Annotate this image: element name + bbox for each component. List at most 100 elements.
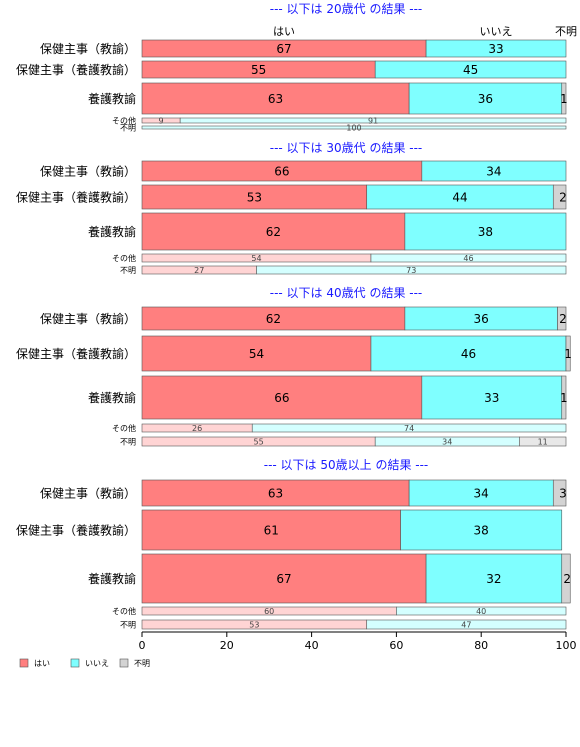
bar-segment (561, 82, 567, 115)
bar-value-label: 38 (474, 524, 489, 538)
bar-segment (141, 82, 410, 115)
legend-swatch (19, 658, 29, 668)
bar-value-label: 73 (406, 266, 416, 275)
bar-value-label: 33 (488, 42, 503, 56)
row-label: 養護教諭 (88, 390, 136, 405)
bar-segment (374, 60, 567, 79)
row-label: その他 (112, 116, 136, 126)
bar-segment (370, 253, 567, 263)
bar-value-label: 2 (559, 191, 567, 205)
bar-value-label: 66 (274, 165, 289, 179)
legend-swatch (70, 658, 80, 668)
row-label: 保健主事（教諭） (40, 164, 136, 179)
bar-segment (141, 553, 427, 604)
column-label: いいえ (480, 25, 513, 38)
bar-segment (396, 606, 567, 616)
bar-segment (141, 184, 368, 210)
bar-value-label: 1 (560, 92, 568, 106)
bar-segment (565, 335, 571, 372)
panel-title: --- 以下は 20歳代 の結果 --- (270, 2, 423, 16)
bar-value-label: 53 (247, 191, 262, 205)
row-label: 養護教諭 (88, 91, 136, 106)
bar-value-label: 36 (478, 92, 493, 106)
legend-swatch (119, 658, 129, 668)
bar-value-label: 54 (251, 254, 261, 263)
bar-value-label: 40 (476, 607, 486, 616)
row-label: 保健主事（教諭） (40, 41, 136, 56)
bar-segment (561, 375, 567, 420)
bar-segment (141, 479, 410, 507)
row-label: 不明 (120, 621, 136, 630)
row-label: その他 (112, 423, 136, 433)
x-tick-label: 100 (556, 639, 577, 652)
bar-value-label: 32 (486, 572, 501, 586)
bar-value-label: 1 (560, 391, 568, 405)
bar-segment (519, 436, 567, 447)
bar-segment (141, 335, 372, 372)
bar-value-label: 63 (268, 487, 283, 501)
bar-segment (408, 479, 554, 507)
row-label: 不明 (120, 438, 136, 447)
bar-segment (557, 306, 567, 331)
bar-value-label: 44 (452, 191, 467, 205)
row-label: 保健主事（養護教諭） (16, 346, 136, 361)
bar-value-label: 26 (192, 424, 202, 433)
bar-value-label: 61 (264, 524, 279, 538)
bar-segment (400, 509, 563, 551)
legend-label: はい (34, 659, 50, 668)
bar-value-label: 47 (461, 621, 471, 630)
bar-value-label: 62 (266, 312, 281, 326)
bar-value-label: 91 (368, 117, 378, 126)
bar-segment (408, 82, 563, 115)
bar-value-label: 74 (404, 424, 414, 433)
bar-value-label: 34 (474, 487, 489, 501)
row-label: 保健主事（養護教諭） (16, 190, 136, 205)
bar-segment (366, 184, 554, 210)
bar-segment (425, 553, 563, 604)
bar-segment (552, 479, 567, 507)
x-tick-label: 0 (139, 639, 146, 652)
row-label: 保健主事（養護教諭） (16, 62, 136, 77)
row-label: 保健主事（教諭） (40, 311, 136, 326)
bar-segment (552, 184, 567, 210)
bar-value-label: 2 (559, 312, 567, 326)
x-tick-label: 20 (220, 639, 234, 652)
bar-value-label: 67 (276, 42, 291, 56)
bar-segment (141, 375, 423, 420)
column-label: 不明 (555, 25, 577, 38)
bar-value-label: 34 (442, 438, 452, 447)
bar-value-label: 34 (486, 165, 501, 179)
bar-segment (141, 212, 406, 251)
row-label: 保健主事（教諭） (40, 486, 136, 501)
bar-value-label: 9 (159, 117, 164, 126)
bar-value-label: 62 (266, 225, 281, 239)
row-label: 養護教諭 (88, 224, 136, 239)
row-label: その他 (112, 253, 136, 263)
panel-title: --- 以下は 40歳代 の結果 --- (270, 286, 423, 300)
bar-segment (366, 619, 567, 630)
bar-segment (421, 375, 563, 420)
bar-segment (141, 509, 401, 551)
column-label: はい (273, 25, 295, 38)
x-tick-label: 80 (474, 639, 488, 652)
row-label: 保健主事（養護教諭） (16, 523, 136, 538)
bar-value-label: 46 (463, 254, 473, 263)
bar-value-label: 60 (264, 607, 274, 616)
x-tick-label: 40 (305, 639, 319, 652)
bar-segment (370, 335, 567, 372)
x-tick-label: 60 (389, 639, 403, 652)
bar-value-label: 11 (538, 438, 548, 447)
bar-segment (561, 553, 571, 604)
bar-value-label: 27 (194, 266, 204, 275)
bar-value-label: 54 (249, 347, 264, 361)
bar-value-label: 67 (276, 572, 291, 586)
bar-value-label: 63 (268, 92, 283, 106)
bar-value-label: 3 (559, 487, 567, 501)
bar-value-label: 46 (461, 347, 476, 361)
bar-segment (256, 265, 567, 275)
legend-label: 不明 (134, 659, 150, 668)
bar-value-label: 1 (564, 347, 572, 361)
row-label: その他 (112, 606, 136, 616)
bar-value-label: 66 (274, 391, 289, 405)
